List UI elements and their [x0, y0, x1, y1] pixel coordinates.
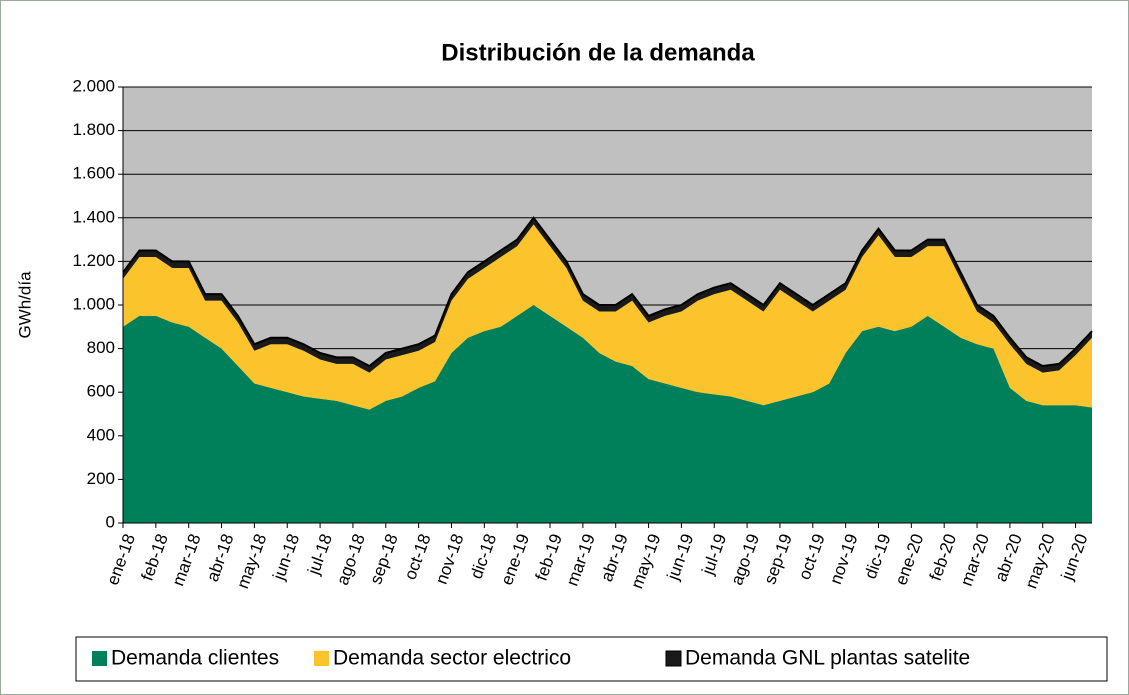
y-tick-label: 0 [106, 512, 115, 531]
y-tick-label: 1.000 [72, 294, 115, 313]
legend-swatch [92, 651, 107, 666]
legend-label: Demanda sector electrico [333, 647, 571, 670]
legend-label: Demanda GNL plantas satelite [685, 647, 970, 670]
y-tick-label: 1.400 [72, 207, 115, 226]
y-tick-label: 400 [87, 425, 115, 444]
top-line [122, 216, 1093, 368]
chart-title: Distribución de la demanda [441, 39, 755, 66]
y-tick-label: 1.800 [72, 120, 115, 139]
area [123, 224, 1092, 410]
legend-box [75, 636, 1108, 682]
area [123, 305, 1092, 523]
legend-swatch [314, 651, 329, 666]
y-tick-label: 1.600 [72, 164, 115, 183]
legend-label: Demanda clientes [111, 647, 279, 670]
y-tick-label: 600 [87, 382, 115, 401]
y-tick-label: 2.000 [72, 76, 115, 95]
legend-swatch [665, 650, 682, 667]
y-tick-label: 1.200 [72, 251, 115, 270]
y-axis-label: GWh/día [15, 271, 34, 339]
y-tick-label: 200 [87, 469, 115, 488]
y-tick-label: 800 [87, 338, 115, 357]
